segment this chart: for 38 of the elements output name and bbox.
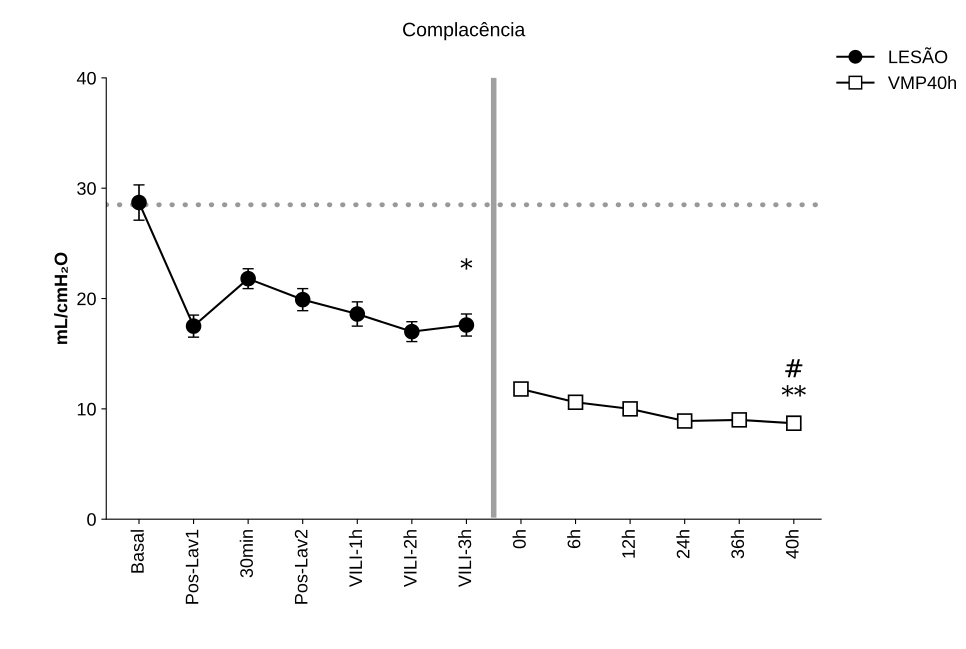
x-tick-label: Basal bbox=[130, 530, 144, 573]
x-tick-label: 40h bbox=[785, 530, 799, 559]
x-tick-label: VILI-3h bbox=[458, 530, 472, 588]
y-tick-label: 10 bbox=[78, 402, 96, 416]
point bbox=[676, 413, 692, 429]
x-tick-label: Pos-Lav1 bbox=[186, 530, 198, 604]
point bbox=[240, 270, 256, 286]
point bbox=[294, 292, 310, 308]
point bbox=[568, 394, 584, 410]
x-tick-label: 24h bbox=[676, 530, 690, 558]
legend-label: LESÃO bbox=[889, 47, 948, 64]
y-tick-label: 20 bbox=[77, 292, 96, 306]
x-tick-label: 12h bbox=[622, 530, 635, 558]
y-tick-label: 40 bbox=[76, 72, 96, 85]
annotation: * bbox=[460, 258, 472, 270]
y-axis-title: mL/cmH₂O bbox=[54, 252, 68, 344]
point bbox=[622, 401, 638, 417]
annotation: ** bbox=[782, 385, 806, 396]
point bbox=[731, 412, 748, 428]
legend-label: VMP40h bbox=[888, 76, 956, 90]
x-tick-label: 36h bbox=[730, 530, 744, 558]
x-tick-label: Pos-Lav2 bbox=[294, 530, 308, 604]
x-tick-label: VILI-2h bbox=[403, 530, 417, 588]
annotation: # bbox=[785, 359, 802, 378]
point bbox=[186, 318, 202, 334]
point bbox=[458, 317, 474, 333]
point bbox=[349, 306, 366, 322]
chart-title: Complacência bbox=[403, 22, 526, 40]
point bbox=[131, 194, 147, 210]
point bbox=[404, 324, 420, 340]
x-tick-label: 6h bbox=[567, 530, 580, 548]
y-tick-label: 0 bbox=[87, 513, 96, 526]
x-tick-label: VILI-1h bbox=[348, 530, 362, 588]
x-tick-label: 30min bbox=[240, 530, 253, 578]
point bbox=[513, 381, 529, 397]
x-tick-label: 0h bbox=[512, 530, 526, 548]
point bbox=[786, 415, 802, 431]
y-tick-label: 30 bbox=[77, 182, 96, 195]
